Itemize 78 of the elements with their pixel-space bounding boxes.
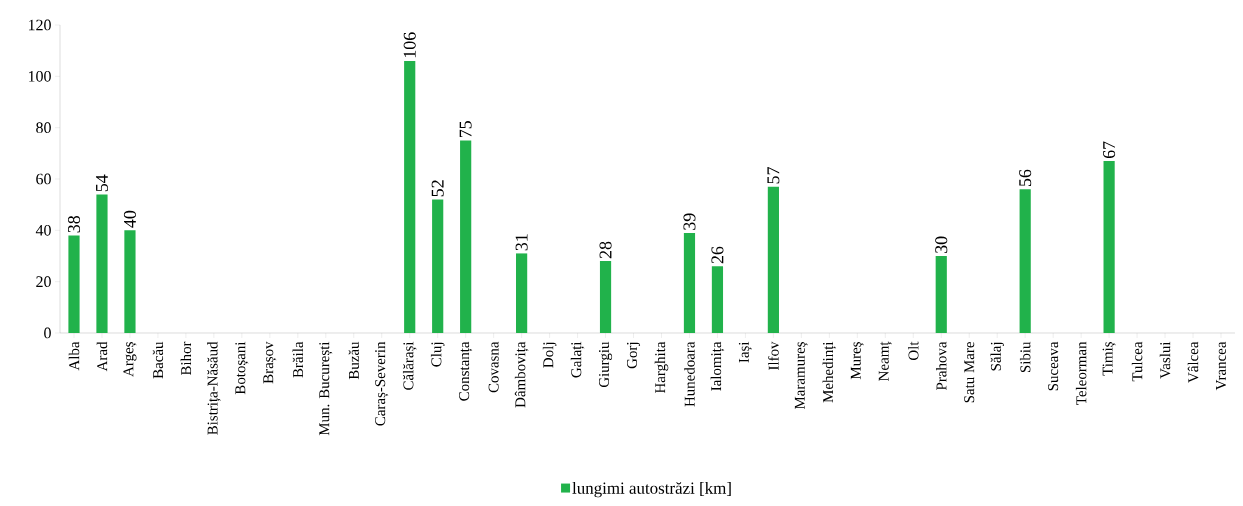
x-tick-label: Brașov	[263, 341, 277, 384]
x-tick-label: Hunedoara	[684, 341, 695, 407]
bar	[432, 199, 444, 333]
data-label: 30	[935, 236, 948, 253]
y-tick-label: 120	[28, 19, 51, 31]
x-tick-label: Suceava	[1048, 341, 1059, 391]
x-tick-label: Iași	[738, 341, 752, 363]
data-label: 40	[123, 210, 136, 228]
y-tick-label: 60	[36, 173, 51, 185]
x-tick-label: Neamț	[878, 341, 892, 381]
y-tick-label: 80	[36, 122, 51, 134]
data-label: 52	[431, 180, 444, 197]
data-label: 75	[459, 121, 472, 138]
x-tick-label: Dâmbovița	[514, 341, 529, 408]
x-tick-label: Sălaj	[990, 342, 1004, 371]
data-label: 38	[67, 216, 81, 233]
x-tick-label: Constanța	[459, 341, 473, 401]
x-tick-label: Bacău	[152, 341, 164, 379]
data-label: 67	[1103, 141, 1116, 159]
x-tick-label: Caraș-Severin	[375, 341, 389, 426]
x-tick-label: Ialomița	[710, 341, 725, 391]
y-tick-label: 20	[36, 276, 51, 288]
x-tick-label: Mehedinți	[822, 341, 837, 403]
x-tick-label: Sibiu	[1019, 341, 1031, 373]
y-tick-label: 40	[35, 224, 51, 236]
y-tick-label: 0	[44, 327, 51, 339]
x-tick-label: Vâlcea	[1187, 341, 1199, 383]
x-tick-label: Cluj	[430, 342, 445, 367]
data-label: 57	[767, 167, 780, 184]
x-tick-label: Argeș	[123, 342, 137, 377]
x-tick-label: Giurgiu	[598, 341, 613, 388]
data-label: 26	[711, 246, 724, 264]
x-tick-label: Harghita	[654, 341, 669, 394]
x-tick-label: Maramureș	[794, 342, 808, 410]
x-tick-label: Teleorman	[1075, 341, 1087, 405]
bar	[599, 261, 612, 333]
bar	[68, 235, 80, 333]
bar	[683, 232, 696, 333]
x-tick-label: Călărași	[402, 341, 417, 390]
x-tick-label: Vaslui	[1159, 341, 1171, 379]
x-tick-label: Prahova	[936, 341, 947, 391]
x-tick-label: Galați	[570, 341, 585, 378]
y-tick-label: 100	[28, 70, 51, 82]
x-tick-label: Bistrița-Năsăud	[207, 341, 221, 435]
data-label: 106	[403, 32, 416, 58]
x-tick-label: Botoșani	[235, 341, 249, 395]
bar	[767, 186, 779, 333]
x-tick-label: Vrancea	[1216, 341, 1227, 391]
legend-label: lungimi autostrăzi [km]	[572, 481, 731, 498]
x-tick-label: Timiș	[1102, 342, 1116, 376]
x-tick-label: Buzău	[348, 341, 359, 380]
x-tick-label: Bihor	[180, 341, 192, 376]
bar	[516, 253, 528, 333]
bar	[124, 230, 136, 333]
x-tick-label: Brăila	[292, 341, 304, 378]
x-tick-label: Gorj	[626, 342, 641, 369]
data-label: 28	[599, 241, 612, 259]
x-tick-label: Mun. București	[319, 341, 333, 436]
x-tick-label: Satu Mare	[964, 342, 975, 403]
x-tick-label: Ilfov	[768, 341, 779, 371]
x-tick-label: Covasna	[488, 341, 499, 393]
x-tick-label: Tulcea	[1131, 341, 1143, 382]
data-label: 56	[1019, 169, 1032, 187]
bar	[1019, 189, 1031, 333]
data-label: 31	[515, 234, 528, 251]
x-tick-label: Dolj	[542, 342, 557, 368]
x-tick-label: Olt	[908, 341, 919, 360]
bar	[96, 194, 108, 333]
data-label: 54	[95, 174, 108, 192]
x-tick-label: Mureș	[850, 342, 864, 380]
x-tick-label: Alba	[68, 341, 80, 371]
bar	[404, 60, 416, 333]
bar	[1103, 161, 1115, 333]
x-tick-label: Arad	[96, 341, 108, 372]
data-label: 39	[683, 213, 696, 230]
bar	[935, 255, 947, 333]
bar	[460, 140, 472, 333]
bar	[711, 266, 724, 333]
